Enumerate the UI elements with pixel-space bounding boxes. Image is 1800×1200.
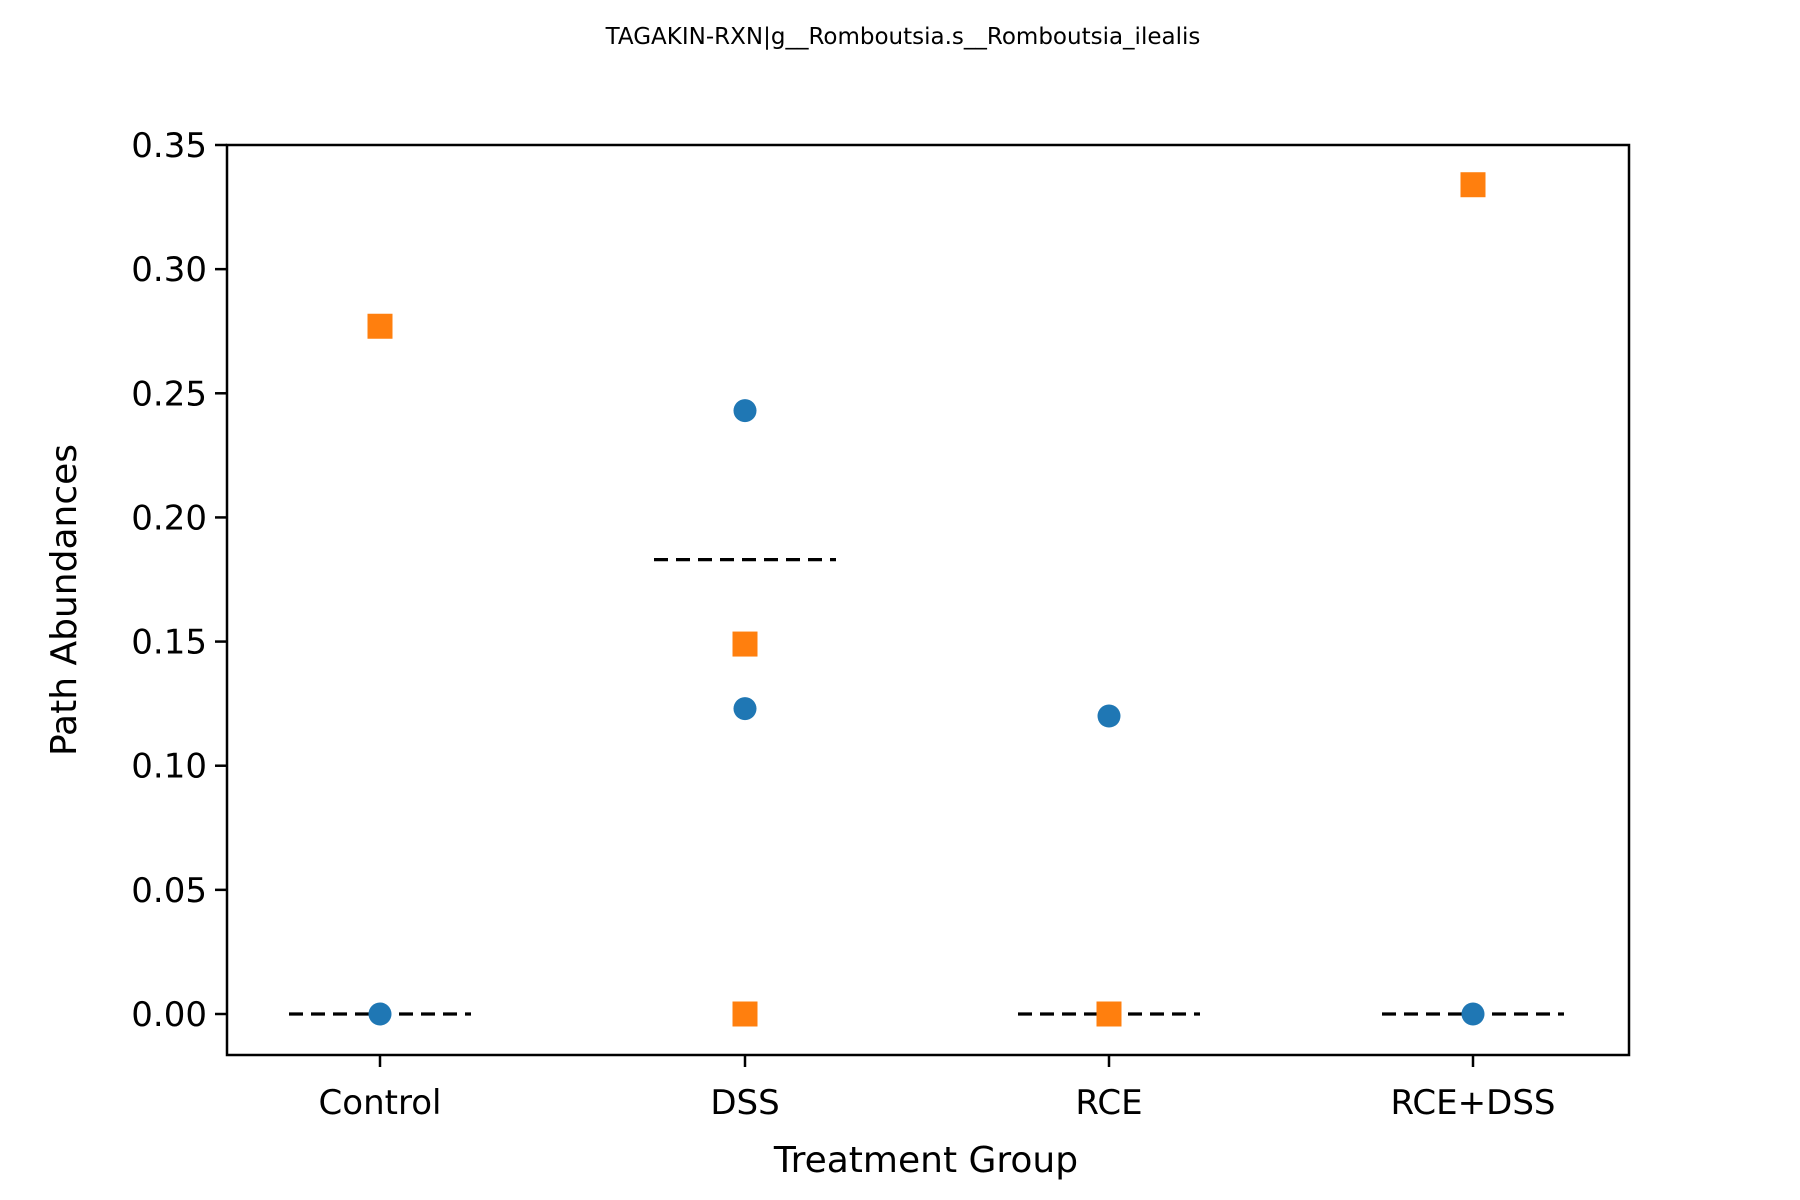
- x-tick-label: RCE+DSS: [1391, 1083, 1556, 1123]
- y-tick-label: 0.30: [131, 250, 207, 290]
- data-point-square: [732, 631, 758, 657]
- y-tick-label: 0.25: [131, 374, 207, 414]
- data-point-circle: [1097, 704, 1121, 728]
- data-point-circle: [733, 399, 757, 423]
- chart-title: TAGAKIN-RXN|g__Romboutsia.s__Romboutsia_…: [605, 24, 1201, 50]
- y-tick-label: 0.15: [131, 623, 207, 663]
- median-lines: [289, 558, 1564, 1016]
- y-tick-label: 0.10: [131, 747, 207, 787]
- x-tick-label: Control: [319, 1083, 442, 1123]
- data-point-square: [1460, 172, 1486, 198]
- y-axis-label: Path Abundances: [44, 444, 85, 756]
- x-tick-label: RCE: [1075, 1083, 1142, 1123]
- data-point-square: [367, 313, 393, 339]
- y-tick-label: 0.00: [131, 995, 207, 1035]
- x-axis-label: Treatment Group: [773, 1140, 1078, 1181]
- y-tick-label: 0.20: [131, 498, 207, 538]
- data-point-circle: [1461, 1002, 1485, 1026]
- plot-area-frame: [225, 143, 1631, 1057]
- x-axis: Control DSS RCE RCE+DSS: [319, 1055, 1556, 1123]
- data-point-circle: [368, 1002, 392, 1026]
- data-points: [367, 172, 1486, 1027]
- y-axis: 0.00 0.05 0.10 0.15 0.20 0.25 0.30 0.35: [131, 126, 227, 1035]
- y-tick-label: 0.05: [131, 871, 207, 911]
- data-point-circle: [733, 697, 757, 721]
- y-tick-label: 0.35: [131, 126, 207, 166]
- data-point-square: [1096, 1001, 1122, 1027]
- x-tick-label: DSS: [710, 1083, 779, 1123]
- data-point-square: [732, 1001, 758, 1027]
